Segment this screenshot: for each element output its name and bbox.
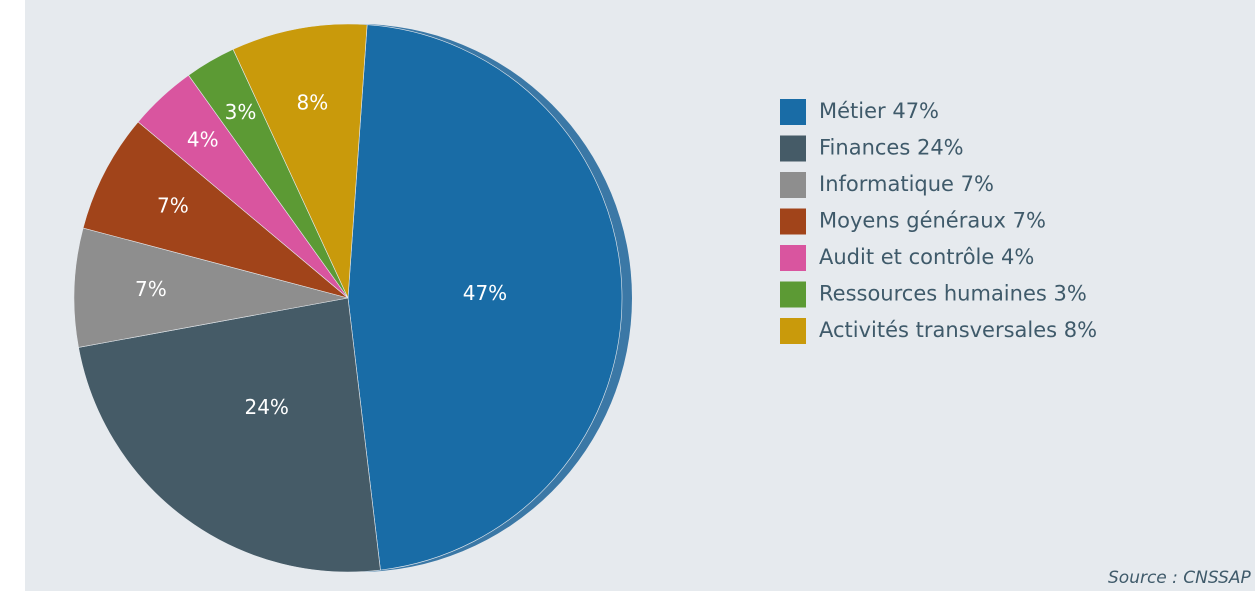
legend-label: Métier 47% xyxy=(819,99,939,123)
slice-label: 47% xyxy=(463,281,507,305)
legend-swatch xyxy=(780,281,806,308)
slice-label: 8% xyxy=(297,90,329,114)
legend-label: Ressources humaines 3% xyxy=(819,282,1087,306)
legend-swatch xyxy=(780,135,806,162)
pie-slice xyxy=(73,227,349,348)
pie-slice xyxy=(82,121,349,299)
legend-label: Informatique 7% xyxy=(819,172,994,196)
slice-label: 24% xyxy=(244,395,288,419)
pie-slice xyxy=(78,297,381,573)
legend-label: Moyens généraux 7% xyxy=(819,209,1046,233)
slice-label: 7% xyxy=(135,277,167,301)
legend-label: Audit et contrôle 4% xyxy=(819,245,1034,269)
legend-swatch xyxy=(780,172,806,198)
legend-swatch xyxy=(780,99,806,125)
slice-label: 3% xyxy=(225,100,257,124)
pie-slice xyxy=(232,23,368,299)
slice-label: 4% xyxy=(187,128,219,152)
legend-swatch xyxy=(780,208,806,235)
slice-label: 7% xyxy=(157,194,189,218)
legend-swatch xyxy=(780,245,806,271)
legend-label: Activités transversales 8% xyxy=(819,318,1097,342)
legend-label: Finances 24% xyxy=(819,136,964,160)
pie-slice xyxy=(347,24,623,571)
source: Source : CNSSAP xyxy=(1108,568,1251,588)
legend-swatch xyxy=(780,318,806,344)
